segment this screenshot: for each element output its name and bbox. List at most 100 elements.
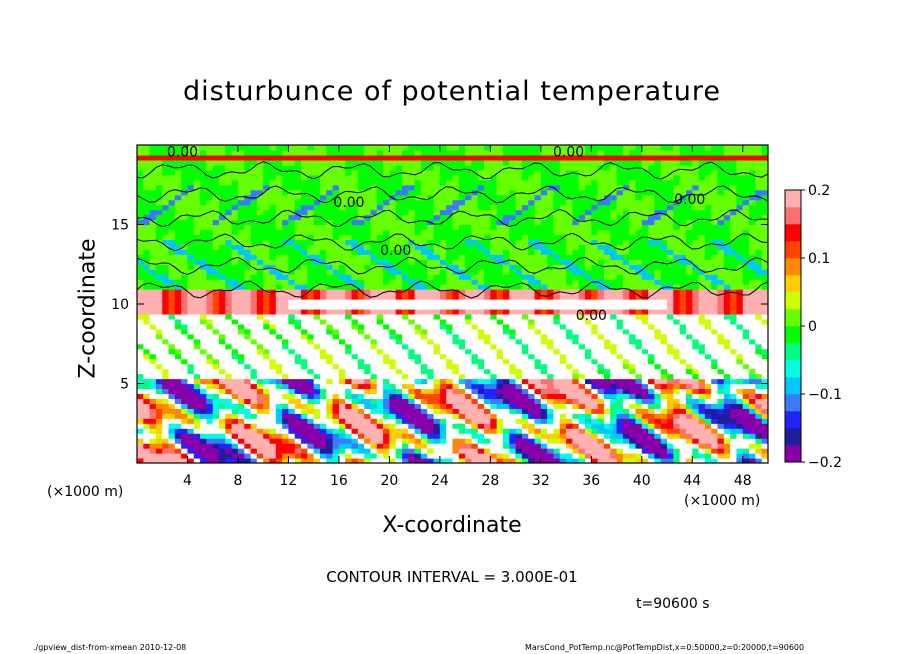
heatmap-cell xyxy=(332,179,340,186)
heatmap-cell xyxy=(351,353,359,360)
heatmap-cell xyxy=(269,358,277,365)
heatmap-cell xyxy=(345,284,353,290)
heatmap-cell xyxy=(143,169,151,176)
heatmap-cell xyxy=(149,169,157,176)
heatmap-cell xyxy=(414,179,422,186)
heatmap-cell xyxy=(402,304,409,310)
heatmap-cell xyxy=(458,403,466,409)
heatmap-cell xyxy=(402,244,409,250)
heatmap-cell xyxy=(490,279,498,285)
heatmap-cell xyxy=(591,373,599,380)
heatmap-cell xyxy=(402,378,409,385)
heatmap-cell xyxy=(471,264,479,270)
heatmap-cell xyxy=(465,348,473,355)
heatmap-cell xyxy=(572,418,580,424)
heatmap-cell xyxy=(471,348,479,355)
heatmap-cell xyxy=(534,343,542,350)
heatmap-cell xyxy=(307,209,315,216)
heatmap-cell xyxy=(534,204,542,211)
heatmap-cell xyxy=(509,378,517,385)
heatmap-cell xyxy=(465,259,473,265)
heatmap-cell xyxy=(402,313,409,320)
heatmap-cell xyxy=(578,433,586,439)
heatmap-cell xyxy=(502,249,510,255)
heatmap-cell xyxy=(496,244,504,250)
heatmap-cell xyxy=(307,269,315,275)
heatmap-cell xyxy=(603,393,611,400)
heatmap-cell xyxy=(591,398,599,404)
heatmap-cell xyxy=(345,244,353,250)
heatmap-cell xyxy=(357,363,365,370)
heatmap-cell xyxy=(566,174,573,181)
heatmap-cell xyxy=(282,154,290,161)
heatmap-cell xyxy=(319,428,327,434)
heatmap-cell xyxy=(528,448,536,454)
heatmap-cell xyxy=(193,453,201,459)
heatmap-cell xyxy=(629,453,637,459)
heatmap-cell xyxy=(439,388,447,395)
heatmap-cell xyxy=(585,393,592,400)
heatmap-cell xyxy=(496,189,504,196)
heatmap-cell xyxy=(294,284,302,290)
heatmap-cell xyxy=(496,209,504,216)
heatmap-cell xyxy=(200,423,208,429)
heatmap-cell xyxy=(231,328,239,335)
heatmap-cell xyxy=(420,413,428,419)
heatmap-cell xyxy=(484,448,491,454)
heatmap-cell xyxy=(395,408,403,414)
heatmap-cell xyxy=(566,438,573,444)
heatmap-cell xyxy=(206,438,214,444)
heatmap-cell xyxy=(376,328,384,335)
heatmap-cell xyxy=(591,219,599,226)
heatmap-cell xyxy=(187,383,195,390)
heatmap-cell xyxy=(471,229,479,236)
heatmap-cell xyxy=(219,423,226,429)
heatmap-cell xyxy=(149,234,157,241)
heatmap-cell xyxy=(212,189,220,196)
heatmap-cell xyxy=(269,308,277,315)
heatmap-cell xyxy=(383,145,390,151)
heatmap-cell xyxy=(168,383,176,390)
heatmap-cell xyxy=(616,294,624,300)
heatmap-cell xyxy=(149,413,157,419)
heatmap-cell xyxy=(269,279,277,285)
heatmap-cell xyxy=(509,189,517,196)
heatmap-cell xyxy=(187,453,195,459)
heatmap-cell xyxy=(383,249,390,255)
heatmap-cell xyxy=(433,145,441,151)
heatmap-cell xyxy=(446,348,454,355)
heatmap-cell xyxy=(212,343,220,350)
heatmap-cell xyxy=(231,189,239,196)
heatmap-cell xyxy=(263,443,271,449)
heatmap-cell xyxy=(168,254,176,260)
heatmap-cell xyxy=(540,289,548,295)
heatmap-cell xyxy=(547,448,555,454)
heatmap-cell xyxy=(137,259,144,265)
heatmap-cell xyxy=(395,244,403,250)
heatmap-cell xyxy=(465,279,473,285)
heatmap-cell xyxy=(193,179,201,186)
heatmap-cell xyxy=(471,358,479,365)
heatmap-cell xyxy=(420,284,428,290)
heatmap-cell xyxy=(502,433,510,439)
heatmap-cell xyxy=(414,428,422,434)
heatmap-cell xyxy=(528,179,536,186)
heatmap-cell xyxy=(294,174,302,181)
heatmap-cell xyxy=(155,149,163,156)
heatmap-cell xyxy=(143,428,151,434)
heatmap-cell xyxy=(477,313,485,320)
heatmap-cell xyxy=(559,368,567,375)
heatmap-cell xyxy=(200,418,208,424)
heatmap-cell xyxy=(351,294,359,300)
heatmap-cell xyxy=(597,438,605,444)
heatmap-cell xyxy=(231,353,239,360)
heatmap-cell xyxy=(572,348,580,355)
heatmap-cell xyxy=(162,189,170,196)
heatmap-cell xyxy=(364,328,372,335)
heatmap-cell xyxy=(446,179,454,186)
heatmap-cell xyxy=(427,423,435,429)
heatmap-cell xyxy=(376,443,384,449)
heatmap-cell xyxy=(351,279,359,285)
heatmap-cell xyxy=(515,214,523,221)
heatmap-cell xyxy=(534,448,542,454)
